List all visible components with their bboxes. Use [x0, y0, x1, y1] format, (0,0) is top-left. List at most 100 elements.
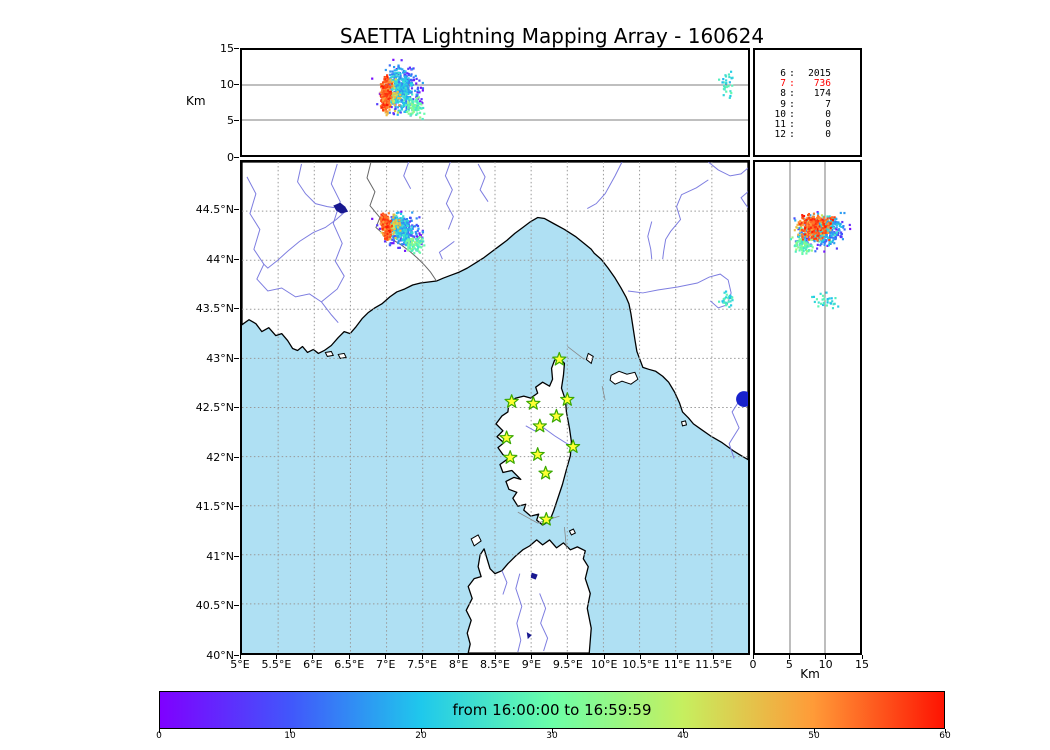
lightning-source-point — [394, 105, 397, 108]
lightning-source-point — [389, 96, 392, 99]
lightning-source-point — [390, 100, 393, 104]
lightning-source-point — [839, 222, 842, 226]
lat-tick — [234, 308, 239, 309]
colorbar-tick-label: 50 — [808, 731, 820, 741]
lightning-source-point — [823, 250, 826, 253]
lightning-source-point — [398, 90, 401, 93]
lightning-source-point — [834, 217, 837, 220]
lightning-source-point — [837, 231, 840, 235]
lightning-source-point — [380, 106, 383, 109]
lightning-source-point — [843, 211, 846, 215]
lightning-source-point — [808, 249, 811, 252]
lightning-source-point — [392, 84, 395, 87]
lightning-source-point — [411, 107, 415, 110]
river — [321, 163, 345, 303]
lightning-source-point — [835, 228, 838, 231]
lightning-source-point — [421, 237, 424, 240]
lightning-source-point — [823, 235, 826, 238]
lightning-source-point — [412, 67, 415, 70]
lightning-source-point — [395, 74, 398, 77]
boundary-line — [601, 386, 606, 401]
lightning-source-point — [403, 217, 406, 220]
lightning-source-point — [826, 244, 829, 247]
lightning-source-point — [803, 225, 806, 228]
lightning-source-point — [399, 91, 402, 94]
lightning-source-point — [402, 104, 406, 108]
lightning-source-point — [392, 87, 395, 90]
lightning-source-point — [391, 99, 394, 102]
top-panel-ytick-label: 0 — [227, 150, 234, 164]
lightning-source-point — [407, 88, 410, 91]
lightning-source-point — [804, 226, 807, 229]
right-panel-xtick-label: 10 — [818, 658, 833, 671]
lightning-source-point — [832, 220, 835, 224]
lightning-source-point — [388, 81, 391, 85]
lightning-source-point — [795, 226, 798, 229]
lightning-source-point — [793, 217, 796, 220]
lightning-source-point — [402, 86, 406, 89]
lightning-source-point — [389, 103, 392, 106]
lightning-source-point — [414, 230, 417, 234]
station-star-icon — [526, 395, 541, 410]
lightning-source-point — [419, 235, 422, 238]
lightning-source-point — [827, 221, 830, 224]
lightning-source-point — [827, 231, 830, 235]
lightning-source-point — [404, 77, 408, 80]
station-star-icon — [504, 394, 519, 408]
lightning-source-point — [829, 217, 832, 220]
lightning-source-point — [799, 241, 802, 244]
lightning-source-point — [835, 226, 838, 229]
lightning-source-point — [815, 298, 819, 301]
lightning-source-point — [817, 217, 821, 221]
lightning-source-point — [385, 114, 388, 117]
lightning-source-point — [401, 105, 404, 108]
lightning-source-point — [822, 231, 826, 234]
lightning-source-point — [828, 230, 831, 234]
lightning-source-point — [815, 220, 818, 223]
lightning-source-point — [382, 102, 385, 105]
lightning-source-point — [803, 244, 807, 248]
lightning-source-point — [410, 113, 413, 116]
lightning-source-point — [421, 230, 424, 233]
lightning-source-point — [378, 227, 381, 230]
lightning-source-point — [823, 242, 826, 245]
lightning-source-point — [407, 241, 410, 244]
lightning-source-point — [396, 106, 400, 109]
lightning-source-point — [419, 242, 422, 245]
lightning-source-point — [723, 86, 726, 89]
lightning-source-point — [387, 238, 390, 241]
lightning-source-point — [402, 233, 405, 237]
map-panel — [240, 160, 750, 655]
lightning-source-point — [410, 87, 414, 90]
lightning-source-point — [395, 78, 399, 82]
lightning-source-point — [421, 89, 424, 92]
lat-tick — [234, 506, 239, 507]
lightning-source-point — [388, 229, 391, 232]
station-count-stats-panel: 6:2015 7:736 8:174 9:7 10:0 11:0 12:0 — [753, 48, 862, 157]
lightning-source-point — [417, 96, 420, 99]
lon-tick-label: 8°E — [448, 658, 469, 671]
colorbar-tick-label: 20 — [415, 731, 427, 741]
lightning-source-point — [818, 236, 821, 239]
lightning-source-point — [410, 73, 413, 76]
lightning-source-point — [399, 75, 402, 78]
top-panel-ytick — [234, 156, 239, 158]
lightning-source-point — [401, 91, 404, 94]
lightning-source-point — [808, 227, 811, 231]
lightning-source-point — [402, 242, 406, 245]
lightning-source-point — [386, 110, 389, 113]
lightning-source-point — [798, 239, 801, 242]
lightning-source-point — [392, 239, 396, 242]
lightning-source-point — [821, 232, 824, 235]
station-star-icon — [502, 450, 518, 464]
lightning-source-point — [827, 228, 830, 231]
lightning-source-point — [813, 240, 816, 243]
colorbar-tick — [420, 729, 422, 733]
colorbar-tick-label: 0 — [156, 731, 162, 741]
lightning-source-point — [385, 110, 388, 113]
lightning-source-point — [416, 241, 420, 244]
lightning-source-point — [839, 211, 842, 215]
lightning-source-point — [418, 232, 421, 235]
lightning-source-point — [810, 249, 813, 252]
lightning-source-point — [411, 100, 414, 103]
